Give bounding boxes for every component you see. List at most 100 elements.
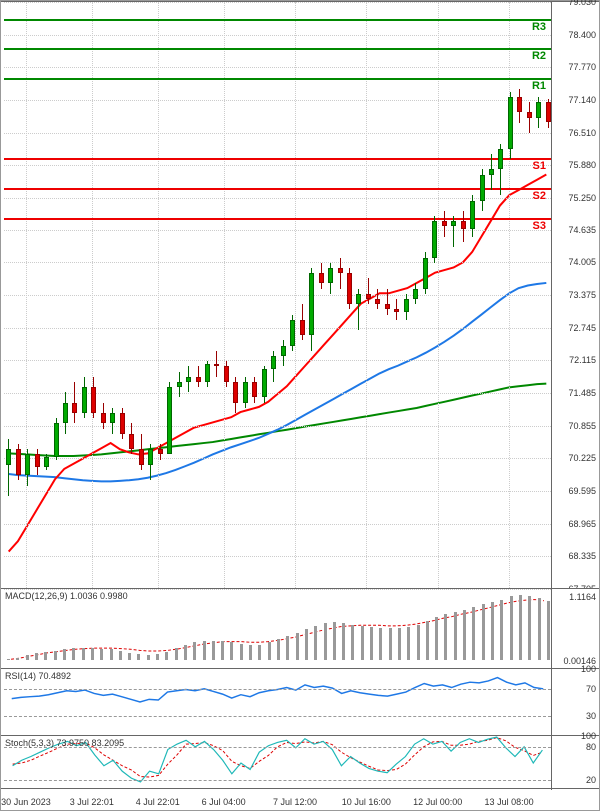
rsi-plot-area[interactable] [4,669,551,735]
macd-histogram-bar [435,617,438,660]
resistance-line [4,78,551,80]
x-tick-label: 6 Jul 04:00 [202,797,246,807]
x-tick-label: 12 Jul 00:00 [413,797,462,807]
macd-histogram-bar [324,623,327,660]
macd-histogram-bar [361,626,364,660]
rsi-ytick: 70 [586,684,596,694]
macd-histogram-bar [16,658,19,660]
x-tick-label: 13 Jul 08:00 [485,797,534,807]
macd-ytick: 1.1164 [569,592,596,602]
y-tick-label: 71.485 [568,388,596,398]
macd-histogram-bar [147,655,150,660]
macd-histogram-bar [528,596,531,660]
macd-histogram-bar [370,627,373,660]
x-tick-label: 7 Jul 12:00 [273,797,317,807]
macd-histogram-bar [351,625,354,661]
stoch-y-axis: 2080100 [551,736,599,790]
x-tick-label: 30 Jun 2023 [1,797,51,807]
resistance-line [4,19,551,21]
macd-histogram-bar [547,601,550,660]
macd-histogram-bar [296,633,299,660]
macd-histogram-bar [91,648,94,660]
rsi-ytick: 30 [586,711,596,721]
support-label: S2 [533,190,546,202]
price-panel: R378.710R278.134R177.558S176.022S275.446… [1,1,599,588]
stoch-label: Stoch(5,3,3) 73.9750 83.2095 [5,738,124,748]
support-line [4,218,551,220]
y-tick-label: 74.005 [568,257,596,267]
macd-histogram-bar [82,648,85,660]
macd-histogram-bar [26,655,29,660]
y-tick-label: 77.140 [568,95,596,105]
macd-histogram-bar [221,641,224,660]
rsi-svg [4,669,551,735]
resistance-label: R1 [532,80,546,92]
y-tick-label: 75.880 [568,160,596,170]
resistance-label: R3 [532,21,546,33]
macd-histogram-bar [538,598,541,660]
macd-histogram-bar [463,610,466,660]
rsi-y-axis: 3070100 [551,669,599,735]
macd-histogram-bar [193,642,196,660]
macd-histogram-bar [100,649,103,660]
macd-histogram-bar [212,641,215,661]
macd-histogram-bar [444,614,447,660]
macd-histogram-bar [128,653,131,660]
macd-histogram-bar [333,622,336,660]
macd-histogram-bar [286,636,289,660]
chart-container: R378.710R278.134R177.558S176.022S275.446… [0,0,600,811]
macd-histogram-bar [482,604,485,660]
support-line [4,158,551,160]
y-tick-label: 70.855 [568,421,596,431]
macd-histogram-bar [491,602,494,660]
rsi-ytick: 100 [581,664,596,674]
rsi-label: RSI(14) 70.4892 [5,671,71,681]
macd-panel: MACD(12,26,9) 1.0036 0.9980 1.11640.0014… [1,588,599,668]
x-tick-label: 4 Jul 22:01 [136,797,180,807]
macd-histogram-bar [277,639,280,660]
macd-histogram-bar [519,595,522,660]
y-tick-label: 68.965 [568,519,596,529]
macd-histogram-bar [175,648,178,660]
macd-histogram-bar [314,626,317,660]
y-tick-label: 78.400 [568,30,596,40]
macd-histogram-bar [35,653,38,660]
macd-histogram-bar [398,628,401,660]
x-tick-label: 10 Jul 16:00 [342,797,391,807]
support-line [4,188,551,190]
macd-histogram-bar [203,641,206,660]
macd-histogram-bar [510,596,513,660]
macd-histogram-bar [426,621,429,660]
macd-histogram-bar [454,612,457,661]
macd-histogram-bar [44,652,47,660]
resistance-label: R2 [532,50,546,62]
y-tick-label: 69.595 [568,486,596,496]
y-tick-label: 68.335 [568,551,596,561]
macd-histogram-bar [342,623,345,660]
macd-histogram-bar [417,625,420,661]
macd-histogram-bar [72,648,75,660]
macd-histogram-bar [230,642,233,660]
y-tick-label: 74.635 [568,225,596,235]
y-tick-label: 79.030 [568,0,596,7]
macd-histogram-bar [240,644,243,660]
macd-histogram-bar [54,651,57,660]
macd-histogram-bar [305,629,308,660]
macd-histogram-bar [500,600,503,660]
macd-histogram-bar [165,652,168,660]
macd-histogram-bar [119,651,122,660]
y-tick-label: 72.745 [568,323,596,333]
macd-histogram-bar [110,649,113,660]
price-plot-area[interactable]: R378.710R278.134R177.558S176.022S275.446… [4,2,551,588]
support-label: S1 [533,160,546,172]
macd-histogram-bar [407,627,410,660]
macd-histogram-bar [258,645,261,660]
y-tick-label: 75.250 [568,193,596,203]
support-label: S3 [533,220,546,232]
macd-histogram-bar [156,654,159,660]
macd-histogram-bar [249,645,252,660]
y-tick-label: 70.225 [568,453,596,463]
stoch-ytick: 20 [586,775,596,785]
macd-histogram-bar [137,654,140,660]
time-x-axis: 30 Jun 20233 Jul 22:014 Jul 22:016 Jul 0… [1,788,599,810]
